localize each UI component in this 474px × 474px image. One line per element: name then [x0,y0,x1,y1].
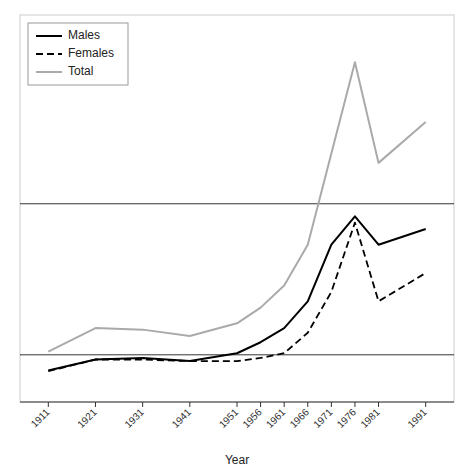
legend: Males Females Total [28,23,128,85]
x-tick-label: 1966 [288,406,312,430]
legend-swatch [36,53,62,55]
legend-swatch [36,35,62,37]
x-tick-label: 1991 [405,406,429,430]
x-tick [425,402,426,407]
legend-swatch [36,71,62,73]
plot-frame [20,15,454,402]
x-tick [260,402,261,407]
x-axis-label: Year [225,453,249,467]
x-tick [189,402,190,407]
x-tick [48,402,49,407]
series-line [48,216,425,370]
x-tick [331,402,332,407]
legend-label: Total [68,64,93,78]
x-tick [284,402,285,407]
x-tick-label: 1981 [358,406,382,430]
x-tick-label: 1961 [264,406,288,430]
reference-line [20,203,454,204]
x-tick-label: 1971 [311,406,335,430]
x-tick [95,402,96,407]
x-tick-label: 1976 [335,406,359,430]
series-line [48,62,425,351]
x-tick [307,402,308,407]
reference-line [20,354,454,355]
x-tick-label: 1931 [122,406,146,430]
x-tick-label: 1941 [170,406,194,430]
x-tick [378,402,379,407]
x-tick [237,402,238,407]
legend-label: Males [68,28,100,42]
x-tick-label: 1956 [240,406,264,430]
x-tick-label: 1921 [75,406,99,430]
legend-box [28,23,128,85]
x-tick-label: 1951 [217,406,241,430]
legend-label: Females [68,46,114,60]
x-tick [142,402,143,407]
plot-area [20,62,454,371]
chart: 1911 1921 1931 1941 195119561961196619711976… [0,0,474,474]
x-tick-label: 1911 [29,406,52,429]
series-line [48,223,425,372]
x-tick [354,402,355,407]
